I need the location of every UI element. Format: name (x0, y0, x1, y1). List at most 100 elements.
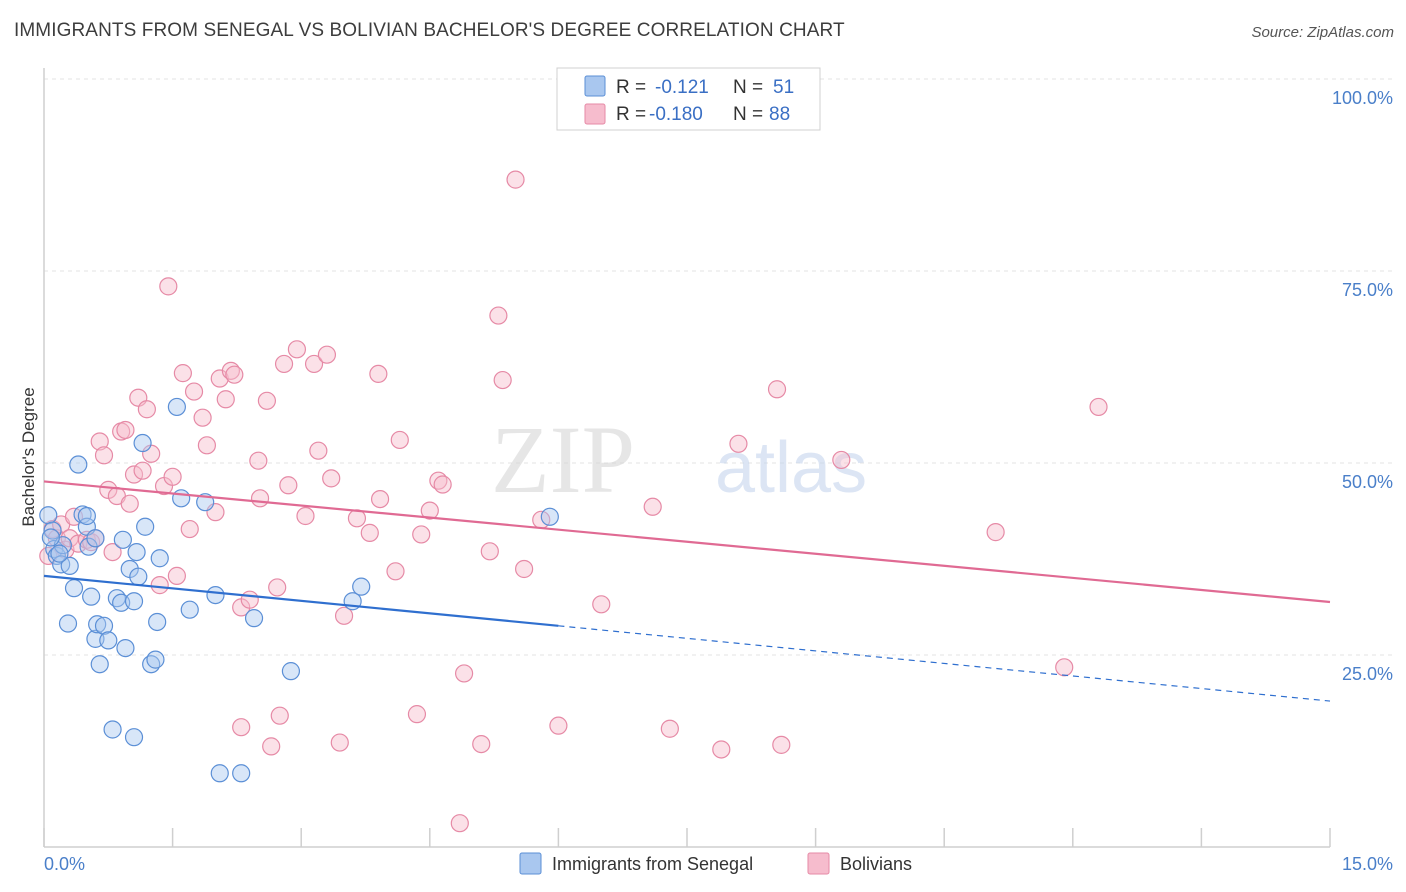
bolivians-point (506, 170, 525, 189)
bolivians-point (386, 562, 405, 581)
legend-swatch-bolivians (584, 103, 606, 125)
bolivians-point (133, 461, 152, 480)
bolivians-point (330, 733, 349, 752)
bolivians-point (412, 525, 431, 544)
senegal-point (58, 614, 78, 633)
legend-swatch-senegal (584, 75, 606, 97)
bottom-legend: Immigrants from Senegal Bolivians (519, 852, 912, 875)
y-tick-label: 75.0% (1342, 280, 1393, 300)
bolivians-point (180, 519, 199, 539)
bolivians-point (480, 542, 499, 561)
bolivians-point (369, 364, 388, 384)
bottom-legend-swatch-bolivians (807, 852, 830, 875)
senegal-point (206, 585, 225, 605)
legend-n-value-2: 88 (769, 104, 790, 125)
bolivians-point (515, 559, 534, 579)
bolivians-point (1055, 658, 1074, 677)
bottom-legend-bolivians: Bolivians (840, 854, 912, 874)
senegal-point (352, 577, 371, 596)
bolivians-point (159, 277, 178, 296)
senegal-point (86, 529, 105, 548)
y-axis-tick-labels: 25.0% 50.0% 75.0% 100.0% (1332, 88, 1393, 684)
bolivians-point (216, 390, 235, 409)
bolivians-point (94, 446, 114, 465)
bolivians-point (322, 469, 341, 488)
bolivians-point (986, 523, 1005, 542)
bolivians-point (772, 735, 791, 754)
senegal-point (150, 549, 169, 568)
senegal-point (124, 728, 144, 747)
legend-r-label-2: R = (616, 104, 646, 125)
bolivians-point (184, 382, 204, 401)
bolivians-point (262, 737, 281, 756)
bolivians-points (39, 170, 1108, 833)
bolivians-point (150, 576, 169, 595)
senegal-point (180, 600, 199, 619)
senegal-point (210, 764, 229, 783)
bolivians-point (454, 664, 474, 683)
bolivians-point (334, 606, 354, 625)
senegal-point (69, 455, 88, 474)
bolivians-trend-line (43, 480, 1331, 604)
senegal-point (47, 546, 66, 566)
senegal-point (116, 638, 135, 658)
senegal-trend-extension (558, 625, 1331, 702)
legend-r-value-2: -0.180 (649, 104, 703, 125)
x-tick-label-min: 0.0% (44, 854, 85, 874)
bolivians-point (660, 719, 679, 738)
senegal-point (136, 517, 155, 536)
senegal-point (172, 489, 191, 508)
senegal-point (244, 609, 264, 628)
bolivians-point (832, 450, 851, 470)
gridlines (44, 78, 1393, 656)
y-tick-label: 25.0% (1342, 664, 1393, 684)
senegal-point (133, 433, 152, 453)
bolivians-point (370, 489, 390, 509)
bolivians-point (493, 370, 512, 390)
bolivians-point (309, 441, 328, 460)
senegal-point (88, 615, 107, 634)
bolivians-point (116, 420, 135, 440)
bolivians-point (304, 354, 324, 374)
bolivians-point (225, 365, 244, 384)
bolivians-point (549, 716, 568, 735)
bolivians-point (120, 494, 139, 513)
bolivians-point (407, 705, 427, 724)
senegal-point (232, 764, 251, 783)
senegal-point (43, 521, 62, 540)
bolivians-point (173, 364, 192, 383)
senegal-point (148, 612, 167, 632)
bolivians-point (250, 489, 270, 508)
bolivians-point (390, 430, 409, 450)
bolivians-point (240, 590, 259, 609)
bolivians-point (643, 497, 662, 516)
senegal-point (167, 397, 186, 417)
bolivians-point (450, 814, 469, 833)
senegal-point (124, 592, 144, 611)
x-axis-ticks (43, 828, 1331, 847)
senegal-point (82, 587, 101, 606)
x-tick-label-max: 15.0% (1342, 854, 1393, 874)
legend-box: R = -0.121 N = 51 R = -0.180 N = 88 (556, 67, 821, 131)
bolivians-point (420, 501, 439, 520)
senegal-point (39, 506, 58, 525)
senegal-point (50, 544, 69, 563)
senegal-points (39, 397, 559, 783)
y-tick-label: 50.0% (1342, 472, 1393, 492)
bolivians-point (472, 734, 491, 754)
bolivians-point (167, 566, 186, 585)
bolivians-point (433, 475, 452, 494)
senegal-point (103, 720, 122, 739)
bolivians-point (489, 306, 508, 325)
bolivians-point (103, 542, 122, 562)
y-axis-label: Bachelor's Degree (19, 387, 38, 526)
senegal-point (90, 655, 109, 674)
bottom-legend-swatch-senegal (519, 852, 542, 875)
legend-n-label-1: N = (733, 77, 763, 98)
watermark-zip: ZIP (491, 406, 635, 513)
senegal-point (281, 662, 301, 681)
bolivians-point (137, 400, 156, 419)
chart-source: Source: ZipAtlas.com (1251, 24, 1394, 41)
senegal-point (113, 530, 132, 549)
